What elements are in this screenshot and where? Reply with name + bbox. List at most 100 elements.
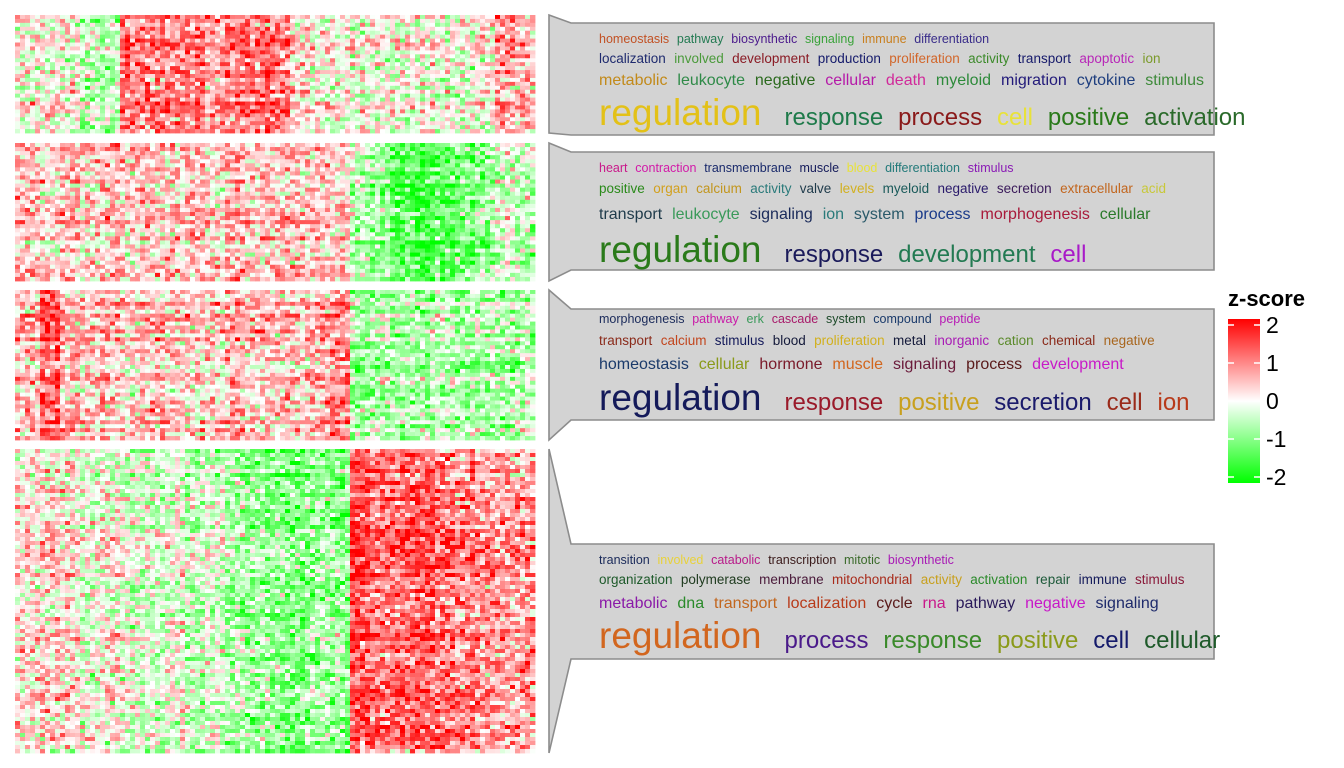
heatmap-cell	[475, 97, 481, 102]
heatmap-cell	[25, 183, 31, 189]
heatmap-cell	[275, 183, 281, 189]
heatmap-cell	[315, 42, 321, 47]
heatmap-cell	[115, 97, 121, 102]
heatmap-cell	[80, 125, 86, 130]
heatmap-cell	[230, 74, 236, 79]
heatmap-cell	[165, 85, 171, 91]
heatmap-cell	[80, 143, 86, 148]
heatmap-cell	[160, 121, 166, 126]
heatmap-cell	[70, 26, 76, 32]
heatmap-cell	[310, 97, 316, 102]
heatmap-cell	[25, 89, 31, 95]
heatmap-cell	[195, 74, 201, 79]
heatmap-cell	[180, 167, 186, 172]
heatmap-cell	[485, 179, 491, 184]
heatmap-cell	[220, 54, 226, 59]
heatmap-cell	[320, 74, 326, 79]
heatmap-cell	[345, 46, 351, 51]
heatmap-cell	[360, 81, 366, 87]
heatmap-cell	[165, 171, 171, 176]
heatmap-cell	[375, 187, 381, 193]
heatmap-cell	[495, 191, 501, 197]
heatmap-cell	[385, 18, 391, 24]
heatmap-cell	[325, 147, 331, 152]
heatmap-cell	[105, 167, 111, 172]
heatmap-cell	[525, 171, 531, 176]
heatmap-cell	[420, 171, 426, 176]
heatmap-cell	[470, 199, 476, 205]
heatmap-cell	[65, 155, 71, 160]
heatmap-cell	[385, 85, 391, 91]
heatmap-cell	[165, 151, 171, 156]
heatmap-cell	[480, 207, 486, 213]
heatmap-cell	[320, 66, 326, 71]
heatmap-cell	[335, 175, 341, 180]
heatmap-cell	[275, 199, 281, 205]
heatmap-cell	[290, 42, 296, 47]
heatmap-cell	[80, 81, 86, 87]
heatmap-cell	[410, 113, 416, 118]
heatmap-cell	[515, 163, 521, 168]
heatmap-cell	[380, 113, 386, 118]
heatmap-cell	[475, 109, 481, 114]
heatmap-cell	[260, 62, 266, 67]
heatmap-cell	[165, 66, 171, 71]
heatmap-cell	[180, 159, 186, 164]
heatmap-cell	[460, 121, 466, 126]
heatmap-cell	[435, 101, 441, 106]
heatmap-cell	[210, 159, 216, 164]
heatmap-cell	[70, 212, 76, 217]
heatmap-cell	[245, 77, 251, 83]
heatmap-cell	[65, 113, 71, 118]
heatmap-cell	[35, 30, 41, 36]
heatmap-cell	[15, 187, 21, 193]
heatmap-cell	[485, 159, 491, 164]
heatmap-cell	[295, 171, 301, 176]
heatmap-cell	[200, 109, 206, 114]
heatmap-cell	[215, 109, 221, 114]
heatmap-cell	[270, 121, 276, 126]
heatmap-cell	[285, 66, 291, 71]
heatmap-cell	[355, 26, 361, 32]
heatmap-cell	[440, 155, 446, 160]
heatmap-cell	[460, 159, 466, 164]
heatmap-cell	[205, 66, 211, 71]
heatmap-cell	[280, 159, 286, 164]
heatmap-cell	[360, 26, 366, 32]
heatmap-cell	[195, 171, 201, 176]
heatmap-cell	[50, 62, 56, 67]
heatmap-cell	[230, 163, 236, 168]
heatmap-cell	[340, 125, 346, 130]
heatmap-cell	[130, 151, 136, 156]
heatmap-cell	[330, 212, 336, 217]
heatmap-cell	[300, 54, 306, 59]
heatmap-cell	[425, 175, 431, 180]
heatmap-cell	[450, 58, 456, 63]
heatmap-cell	[335, 187, 341, 193]
heatmap-cell	[230, 212, 236, 217]
heatmap-cell	[395, 191, 401, 197]
heatmap-cell	[80, 187, 86, 193]
heatmap-cell	[280, 34, 286, 39]
heatmap-cell	[200, 155, 206, 160]
heatmap-cell	[45, 70, 51, 75]
heatmap-cell	[330, 85, 336, 91]
heatmap-cell	[170, 89, 176, 95]
heatmap-cell	[145, 207, 151, 213]
heatmap-cell	[365, 125, 371, 130]
heatmap-cell	[110, 30, 116, 36]
heatmap-cell	[295, 191, 301, 197]
heatmap-cell	[375, 143, 381, 148]
heatmap-cell	[360, 66, 366, 71]
heatmap-cell	[485, 163, 491, 168]
heatmap-cell	[335, 109, 341, 114]
heatmap-cell	[500, 171, 506, 176]
heatmap-cell	[55, 143, 61, 148]
heatmap-cell	[155, 101, 161, 106]
heatmap-cell	[315, 113, 321, 118]
heatmap-cell	[260, 175, 266, 180]
heatmap-cell	[55, 89, 61, 95]
heatmap-cell	[95, 62, 101, 67]
heatmap-cell	[50, 191, 56, 197]
heatmap-cell	[175, 117, 181, 122]
